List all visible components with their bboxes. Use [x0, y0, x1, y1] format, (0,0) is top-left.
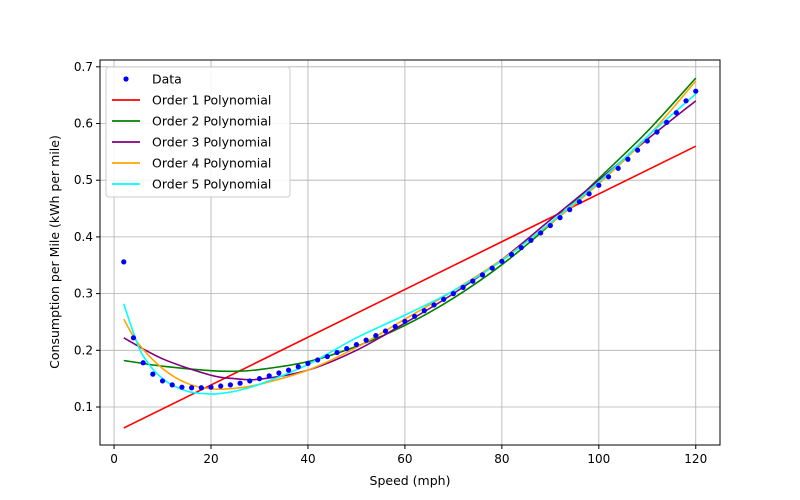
data-point	[625, 156, 631, 162]
data-point	[285, 367, 292, 373]
data-point	[518, 245, 524, 251]
scatter-layer	[121, 88, 699, 391]
y-axis-label: Consumption per Mile (kWh per mile)	[47, 135, 62, 369]
data-point	[247, 378, 253, 384]
data-point	[470, 278, 476, 284]
data-point	[557, 215, 563, 221]
data-point	[324, 353, 330, 360]
data-point	[450, 291, 456, 297]
legend-label-2: Order 2 Polynomial	[152, 114, 271, 129]
legend-marker-data	[123, 76, 129, 82]
x-axis: 0 20 40 60 80 100 120	[110, 445, 707, 466]
x-tick-label: 20	[203, 452, 218, 466]
data-point	[586, 191, 592, 197]
data-point	[528, 237, 534, 243]
data-point	[392, 323, 398, 330]
data-point	[208, 384, 214, 390]
data-point	[508, 251, 515, 258]
data-point	[315, 357, 321, 363]
legend-label-5: Order 5 Polynomial	[152, 177, 271, 192]
legend-label-4: Order 4 Polynomial	[152, 156, 271, 171]
data-point	[499, 258, 505, 264]
data-point	[615, 165, 621, 171]
legend-label-1: Order 1 Polynomial	[152, 93, 271, 108]
data-point	[644, 138, 650, 144]
legend-box	[105, 66, 291, 198]
y-axis: 0.1 0.2 0.3 0.4 0.5 0.6 0.7	[74, 60, 100, 414]
data-point	[140, 360, 146, 366]
data-point	[596, 182, 602, 188]
data-point	[373, 332, 379, 339]
data-point	[334, 349, 340, 356]
legend-label-data: Data	[152, 72, 182, 87]
x-tick-label: 40	[300, 452, 315, 466]
data-point	[547, 222, 553, 229]
data-point	[169, 382, 175, 388]
data-point	[266, 373, 272, 379]
y-tick-label: 0.3	[74, 287, 93, 301]
data-point	[479, 272, 486, 278]
series-line-3	[123, 100, 697, 381]
data-point	[412, 313, 418, 319]
data-point	[130, 335, 137, 341]
x-axis-label: Speed (mph)	[370, 473, 451, 488]
data-point	[693, 88, 699, 94]
data-point	[421, 308, 427, 314]
legend: Data Order 1 Polynomial Order 2 Polynomial…	[105, 66, 291, 198]
series-line-1	[123, 145, 697, 429]
data-point	[673, 110, 679, 116]
data-point	[353, 342, 360, 348]
data-point	[431, 302, 437, 308]
data-point	[276, 370, 282, 376]
data-point	[576, 199, 583, 205]
data-point	[198, 385, 204, 391]
data-point	[295, 364, 301, 370]
y-tick-label: 0.1	[74, 400, 93, 414]
data-point	[605, 174, 612, 180]
data-point	[344, 346, 350, 352]
data-point	[256, 376, 263, 382]
x-tick-label: 0	[110, 452, 118, 466]
data-point	[683, 98, 689, 104]
data-point	[489, 265, 495, 271]
data-point	[121, 259, 127, 265]
data-point	[227, 382, 233, 388]
data-point	[654, 129, 660, 135]
data-point	[189, 385, 195, 391]
data-point	[382, 328, 389, 334]
data-point	[634, 147, 641, 153]
data-point	[150, 371, 156, 377]
plot-frame	[99, 59, 721, 446]
x-tick-label: 100	[587, 452, 610, 466]
y-tick-label: 0.5	[74, 173, 93, 187]
data-point	[402, 318, 408, 324]
data-point	[179, 384, 185, 390]
data-point	[538, 230, 544, 236]
legend-label-3: Order 3 Polynomial	[152, 135, 271, 150]
series-line-4	[123, 80, 697, 391]
data-point	[159, 378, 166, 384]
x-tick-label: 80	[494, 452, 509, 466]
data-point	[567, 207, 573, 213]
y-tick-label: 0.7	[74, 60, 93, 74]
x-tick-label: 60	[397, 452, 412, 466]
y-tick-label: 0.6	[74, 117, 93, 131]
data-point	[237, 380, 243, 386]
data-point	[363, 337, 369, 343]
data-point	[305, 360, 311, 366]
data-point	[441, 296, 447, 302]
data-point	[218, 383, 224, 389]
data-point	[664, 119, 670, 125]
data-point	[460, 284, 466, 290]
y-tick-label: 0.4	[74, 230, 93, 244]
x-tick-label: 120	[684, 452, 707, 466]
y-tick-label: 0.2	[74, 343, 93, 357]
